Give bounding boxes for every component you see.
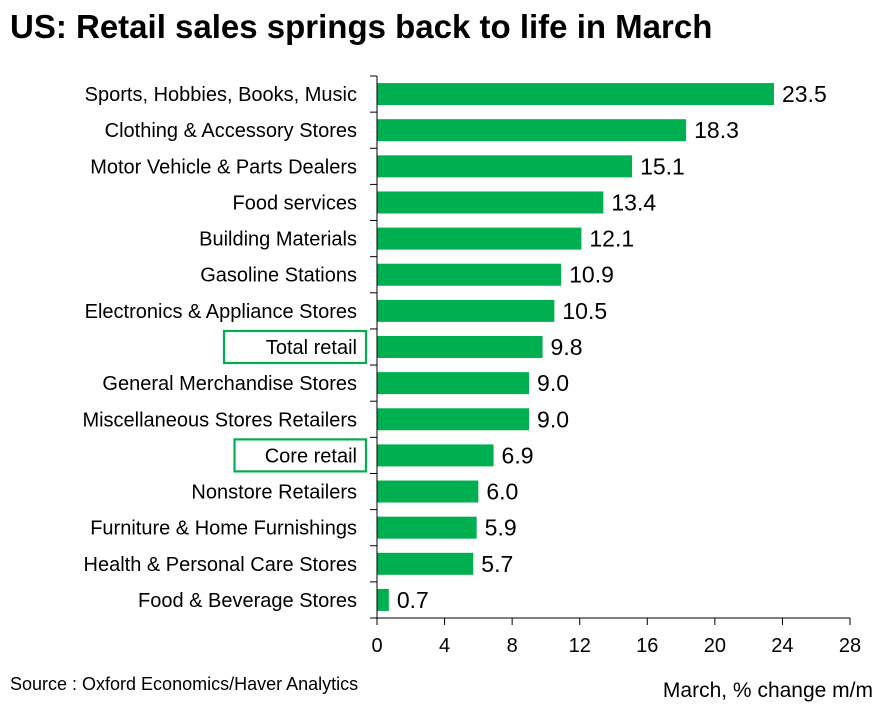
value-label: 5.7 — [481, 551, 513, 577]
x-tick-label: 4 — [439, 635, 450, 657]
bar — [377, 588, 389, 611]
x-tick-label: 16 — [636, 635, 658, 657]
category-label: Clothing & Accessory Stores — [105, 120, 357, 142]
category-label: Gasoline Stations — [200, 265, 357, 287]
value-label: 6.9 — [502, 442, 534, 468]
value-label: 10.9 — [569, 262, 614, 288]
bar — [377, 155, 633, 178]
highlight-box — [222, 329, 368, 365]
category-label: Core retail — [265, 445, 357, 467]
source-note: Source : Oxford Economics/Haver Analytic… — [10, 674, 358, 694]
bar — [377, 83, 774, 106]
category-label: Miscellaneous Stores Retailers — [82, 409, 357, 431]
category-label: Nonstore Retailers — [191, 482, 357, 504]
value-label: 5.9 — [485, 515, 517, 541]
value-label: 6.0 — [486, 479, 518, 505]
category-label: Food & Beverage Stores — [138, 590, 357, 612]
x-tick-label: 20 — [704, 635, 726, 657]
value-label: 23.5 — [782, 81, 827, 107]
x-tick-label: 8 — [507, 635, 518, 657]
category-label: Sports, Hobbies, Books, Music — [85, 84, 357, 106]
value-label: 13.4 — [611, 189, 656, 215]
value-label: 10.5 — [562, 298, 607, 324]
bar — [377, 444, 494, 467]
category-label: Furniture & Home Furnishings — [90, 518, 357, 540]
bar — [377, 227, 582, 250]
bar — [377, 299, 555, 322]
bar — [377, 552, 474, 575]
bar — [377, 336, 543, 358]
x-tick-label: 12 — [569, 635, 591, 657]
category-label: Motor Vehicle & Parts Dealers — [90, 156, 357, 178]
category-label: Food services — [233, 192, 358, 214]
category-label: Total retail — [266, 337, 357, 359]
category-label: Electronics & Appliance Stores — [85, 301, 357, 323]
category-label: Building Materials — [199, 229, 357, 251]
x-tick-label: 0 — [371, 635, 382, 657]
highlight-box — [233, 438, 368, 473]
bar — [377, 480, 479, 503]
bar — [377, 119, 687, 142]
x-tick-label: 28 — [839, 635, 861, 657]
value-label: 9.0 — [537, 406, 569, 432]
x-tick-label: 24 — [771, 635, 793, 657]
value-label: 12.1 — [589, 226, 634, 252]
bar — [377, 263, 562, 286]
category-label: General Merchandise Stores — [102, 373, 357, 395]
value-label: 15.1 — [640, 153, 685, 179]
value-label: 9.0 — [537, 370, 569, 396]
x-axis-label: March, % change m/m — [663, 679, 873, 702]
value-label: 0.7 — [397, 587, 429, 613]
chart-title: US: Retail sales springs back to life in… — [10, 8, 712, 45]
value-label: 9.8 — [551, 334, 583, 360]
bar — [377, 191, 604, 214]
bar — [377, 408, 530, 431]
category-label: Health & Personal Care Stores — [84, 554, 357, 576]
bar — [377, 372, 530, 395]
value-label: 18.3 — [694, 117, 739, 143]
bar — [377, 516, 477, 539]
